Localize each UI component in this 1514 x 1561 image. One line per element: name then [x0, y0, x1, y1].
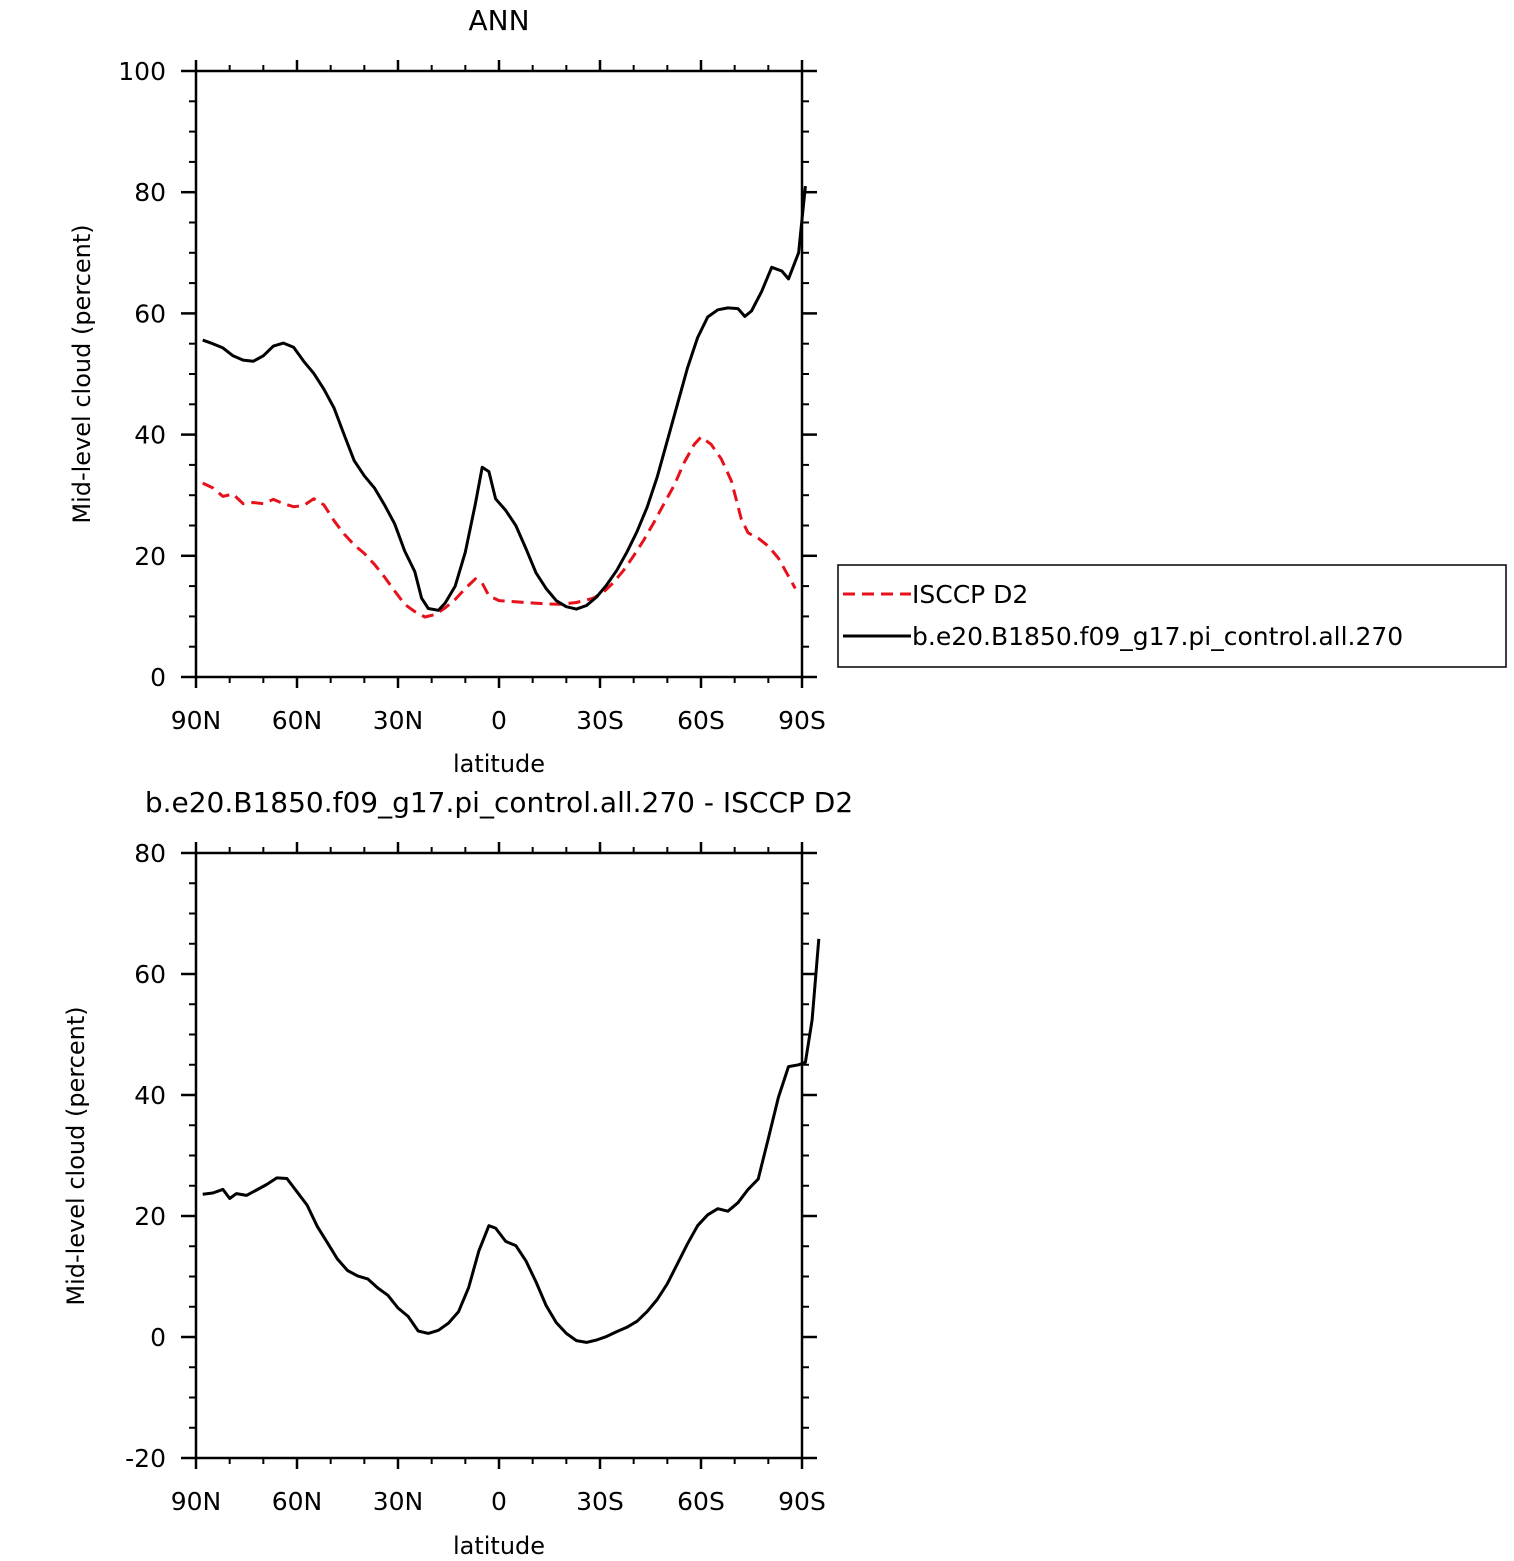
bottom-tick-marks [181, 842, 817, 1469]
top-series-lines [202, 185, 807, 619]
x-tick-label: 30N [373, 1487, 424, 1516]
bottom-series-lines [202, 938, 821, 1344]
legend: ISCCP D2 b.e20.B1850.f09_g17.pi_control.… [837, 564, 1507, 668]
y-tick-label: -20 [125, 1444, 166, 1473]
series-line-model-difference [202, 938, 821, 1344]
legend-frame [837, 564, 1507, 668]
x-tick-label: 60N [272, 1487, 323, 1516]
bottom-x-axis-label: latitude [453, 1532, 545, 1560]
bottom-plot-frame [194, 851, 804, 1460]
y-tick-label: 20 [134, 542, 166, 571]
bottom-panel-title: b.e20.B1850.f09_g17.pi_control.all.270 -… [145, 786, 853, 819]
x-tick-label: 30N [373, 706, 424, 735]
x-tick-label: 90N [171, 706, 222, 735]
x-tick-label: 90S [778, 706, 826, 735]
top-tick-marks [181, 60, 817, 688]
y-tick-label: 60 [134, 299, 166, 328]
y-tick-label: 60 [134, 960, 166, 989]
x-tick-label: 30S [576, 1487, 624, 1516]
y-tick-label: 40 [134, 1081, 166, 1110]
x-tick-label: 60S [677, 706, 725, 735]
bottom-panel: b.e20.B1850.f09_g17.pi_control.all.270 -… [62, 786, 853, 1560]
top-x-tick-labels: 90N 60N 30N 0 30S 60S 90S [171, 706, 826, 735]
top-panel-title: ANN [468, 4, 529, 37]
x-tick-label: 90S [778, 1487, 826, 1516]
x-tick-label: 60N [272, 706, 323, 735]
bottom-y-tick-labels: -20 0 20 40 60 80 [125, 839, 166, 1473]
legend-label-model: b.e20.B1850.f09_g17.pi_control.all.270 [912, 622, 1403, 651]
y-tick-label: 80 [134, 178, 166, 207]
y-tick-label: 0 [150, 1323, 166, 1352]
y-tick-label: 100 [118, 57, 166, 86]
x-tick-label: 90N [171, 1487, 222, 1516]
top-plot-frame [194, 69, 804, 679]
series-line-isccp [202, 435, 797, 619]
top-panel: ANN 90N 60N 30N 0 30S 60S 90S 0 20 40 60 80 100 lat… [68, 4, 826, 778]
y-tick-label: 20 [134, 1202, 166, 1231]
x-tick-label: 0 [491, 706, 507, 735]
x-tick-label: 0 [491, 1487, 507, 1516]
top-y-tick-labels: 0 20 40 60 80 100 [118, 57, 166, 692]
bottom-y-axis-label: Mid-level cloud (percent) [62, 1006, 90, 1305]
bottom-x-tick-labels: 90N 60N 30N 0 30S 60S 90S [171, 1487, 826, 1516]
y-tick-label: 80 [134, 839, 166, 868]
x-tick-label: 30S [576, 706, 624, 735]
x-tick-label: 60S [677, 1487, 725, 1516]
top-x-axis-label: latitude [453, 750, 545, 778]
legend-label-isccp: ISCCP D2 [912, 580, 1028, 609]
series-line-model [202, 185, 807, 612]
top-y-axis-label: Mid-level cloud (percent) [68, 224, 96, 523]
y-tick-label: 40 [134, 421, 166, 450]
y-tick-label: 0 [150, 663, 166, 692]
